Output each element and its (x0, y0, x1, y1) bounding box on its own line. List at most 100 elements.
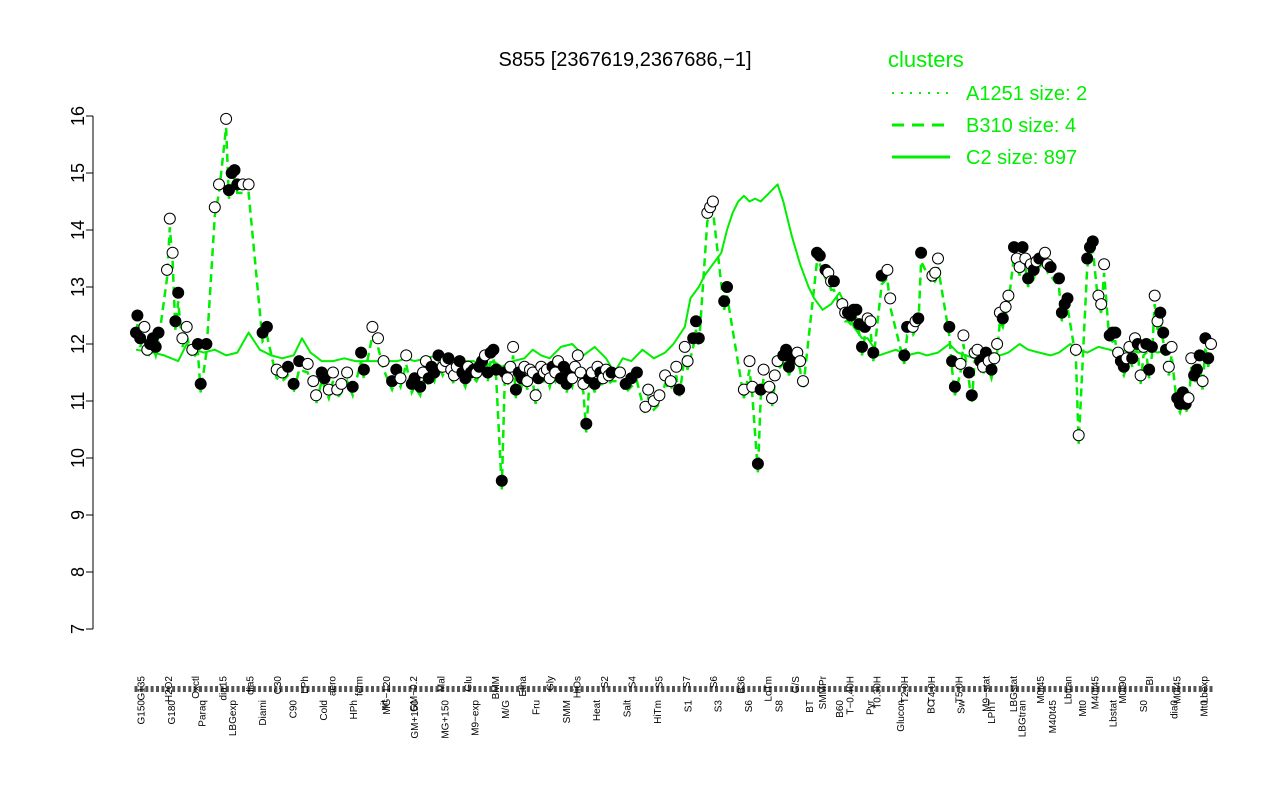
data-point (915, 246, 928, 259)
x-tick-label-lower: Glucon (896, 700, 907, 732)
y-tick-label: 14 (68, 220, 88, 240)
data-point (152, 326, 165, 339)
data-point (1190, 363, 1203, 376)
x-tick-label-upper: LoTm (764, 676, 775, 702)
data-point (932, 252, 944, 265)
x-tick-label-upper: Etha (518, 676, 529, 697)
data-point (1022, 272, 1035, 285)
data-point (442, 352, 455, 365)
x-tick-label-lower: dia0 (1169, 700, 1180, 719)
legend-title: clusters (888, 47, 964, 72)
data-point (965, 389, 978, 402)
data-point (797, 375, 809, 388)
data-point (1145, 340, 1158, 353)
data-point (690, 315, 702, 328)
data-point (718, 295, 731, 308)
data-point (639, 400, 652, 413)
x-tick-label-upper: M9−stat (982, 676, 993, 712)
data-point (681, 355, 694, 368)
x-tick-label-lower: HiTm (653, 700, 664, 724)
data-point (864, 315, 877, 328)
legend-entry-b310: B310 size: 4 (966, 115, 1076, 137)
y-tick-label: 16 (68, 106, 88, 126)
data-point (996, 312, 1009, 325)
x-tick-label-upper: Oxctl (191, 676, 202, 699)
x-tick-label-upper: dia5 (246, 676, 257, 695)
x-tick-label-upper: Lbtran (1063, 676, 1074, 704)
x-tick-label-upper: M0t90 (1118, 676, 1129, 704)
data-point (213, 178, 225, 191)
data-point (1002, 289, 1015, 302)
data-point (1098, 258, 1111, 271)
data-point (856, 340, 868, 353)
data-point (630, 366, 643, 379)
data-point (194, 377, 207, 390)
x-tick-label-upper: Lbexp (1200, 676, 1211, 704)
data-point (428, 366, 441, 379)
x-tick-label-upper: HiOs (573, 676, 584, 698)
x-tick-label-lower: Fru (531, 700, 542, 715)
x-tick-label-lower: Cold (319, 700, 330, 721)
x-tick-label-lower: Pyr (866, 699, 877, 715)
y-tick-label: 7 (68, 624, 88, 634)
data-point (176, 332, 189, 345)
data-point (172, 286, 185, 299)
x-tick-label-upper: M0t45 (1172, 676, 1183, 704)
x-tick-label-upper: BMM (491, 676, 502, 699)
x-tick-label-lower: Lbstat (1109, 700, 1120, 727)
data-point (642, 383, 655, 396)
x-tick-label-upper: M40t45 (1091, 676, 1102, 710)
y-tick-label: 11 (68, 392, 88, 411)
x-tick-label-lower: M40t45 (1048, 700, 1059, 734)
data-point (138, 320, 151, 333)
x-tick-label-lower: Mt0 (1078, 700, 1089, 717)
x-tick-label-upper: S5 (655, 676, 666, 689)
data-point (850, 303, 863, 316)
data-point (1039, 246, 1051, 259)
data-point (566, 372, 579, 385)
data-point (813, 249, 826, 262)
y-tick-label: 13 (68, 277, 88, 297)
data-point (1143, 363, 1156, 376)
x-tick-label-lower: LPhT (987, 700, 998, 724)
data-point (571, 349, 584, 362)
x-tick-label-upper: S4 (627, 676, 638, 689)
data-point (335, 377, 348, 390)
data-point (1109, 326, 1122, 339)
legend: clusters A1251 size: 2 B310 size: 4 C2 s… (888, 47, 1087, 169)
data-points (130, 112, 1217, 487)
data-point (131, 309, 144, 322)
x-tick-label-lower: G150 (137, 700, 148, 725)
data-point (228, 164, 241, 177)
data-point (653, 389, 666, 402)
data-point (1086, 235, 1099, 248)
data-point (242, 178, 255, 191)
data-point (743, 355, 756, 368)
x-tick-label-lower: Paraq (197, 700, 208, 727)
data-point (912, 312, 925, 325)
x-tick-label-lower: B60 (835, 700, 846, 718)
x-tick-label-lower: M/G (501, 700, 512, 719)
x-tick-label-lower: LBGtran (1017, 700, 1028, 737)
data-point (1013, 261, 1026, 274)
x-tick-label-upper: S6 (709, 676, 720, 689)
data-point (721, 281, 733, 293)
data-point (1044, 261, 1057, 274)
x-tick-label-upper: S7 (682, 676, 693, 689)
data-point (307, 375, 320, 388)
data-point (495, 474, 508, 487)
data-point (166, 246, 179, 259)
data-point (1134, 369, 1147, 382)
x-tick-label-lower: Heat (592, 700, 603, 721)
data-point (1196, 375, 1209, 388)
data-point (948, 380, 961, 393)
x-tick-label-upper: T4.0H (927, 676, 938, 703)
data-point (1095, 298, 1108, 311)
data-point (867, 346, 880, 359)
x-axis: G135 H2O2 Oxctl dia15 dia5 C30 LPh aero ferm MG−1… (134, 675, 1213, 739)
data-point (341, 366, 354, 379)
x-tick-label-upper: ferm (355, 676, 366, 696)
x-tick-label-lower: Mt0 (1200, 700, 1211, 717)
x-tick-label-lower: BT (805, 700, 816, 713)
x-tick-label-lower: Diami (258, 700, 269, 726)
